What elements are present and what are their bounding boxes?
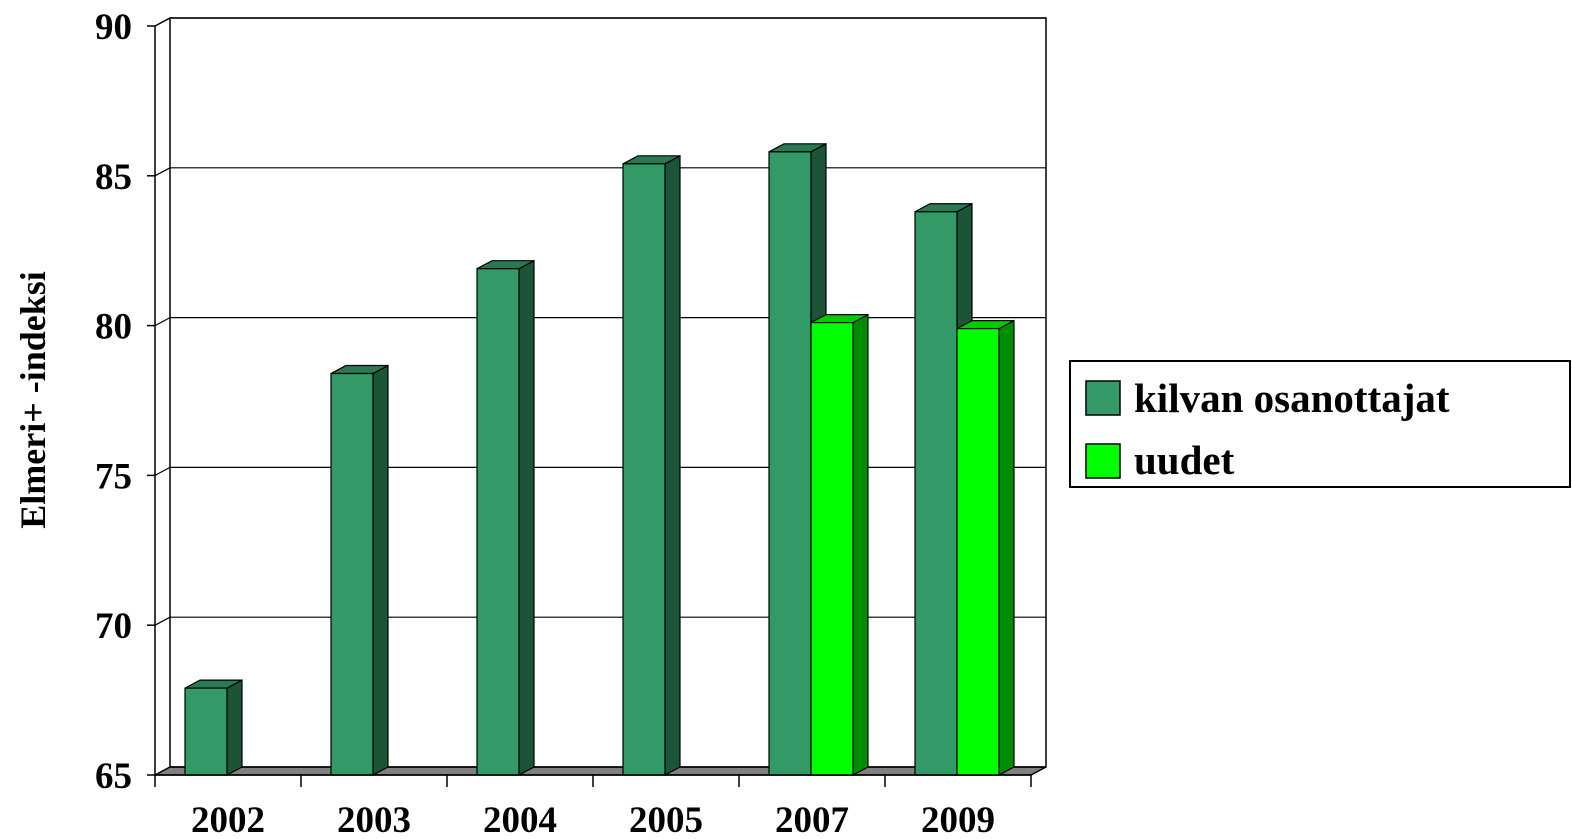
x-tick-label-2004: 2004 bbox=[483, 800, 557, 839]
x-tick-label-2007: 2007 bbox=[775, 800, 849, 839]
bar-front bbox=[330, 372, 374, 776]
bar-side bbox=[372, 364, 389, 776]
bar-kilvan-osanottajat-2002 bbox=[184, 679, 243, 776]
y-tick-label-80: 80 bbox=[95, 307, 132, 348]
bar-front bbox=[768, 151, 812, 776]
bar-front bbox=[810, 322, 854, 776]
gridline-side-70 bbox=[154, 616, 171, 626]
side-wall-edge bbox=[154, 17, 171, 27]
bars-group bbox=[184, 142, 1015, 776]
legend-box bbox=[1069, 360, 1571, 488]
bar-side bbox=[226, 679, 243, 776]
y-tick-label-65: 65 bbox=[95, 756, 132, 797]
axes-group bbox=[147, 25, 1032, 787]
y-axis-title: Elmeri+ -indeksi bbox=[13, 271, 53, 529]
legend-label-kilvan-osanottajat: kilvan osanottajat bbox=[1134, 375, 1450, 421]
bar-uudet-2007 bbox=[810, 313, 869, 776]
y-tick-label-70: 70 bbox=[95, 606, 132, 647]
x-tick-label-2002: 2002 bbox=[191, 800, 265, 839]
plot-walls bbox=[154, 17, 1047, 768]
bar-front bbox=[476, 268, 520, 776]
chart-floor bbox=[154, 766, 1047, 776]
x-tick-label-2003: 2003 bbox=[337, 800, 411, 839]
bar-front bbox=[956, 327, 1000, 776]
gridline-side-75 bbox=[154, 466, 171, 476]
legend-swatch-uudet bbox=[1085, 443, 1121, 479]
bar-side bbox=[852, 313, 869, 776]
bar-side bbox=[998, 319, 1015, 776]
x-tick-label-2005: 2005 bbox=[629, 800, 703, 839]
bar-kilvan-osanottajat-2005 bbox=[622, 154, 681, 776]
bar-kilvan-osanottajat-2004 bbox=[476, 259, 535, 776]
legend-swatch-kilvan-osanottajat bbox=[1085, 380, 1121, 416]
bar-front bbox=[914, 211, 958, 776]
legend-label-uudet: uudet bbox=[1134, 437, 1235, 483]
gridline-side-85 bbox=[154, 167, 171, 177]
floor-plane bbox=[154, 766, 1047, 776]
gridline-side-80 bbox=[154, 317, 171, 327]
y-tick-label-85: 85 bbox=[95, 157, 132, 198]
gridlines bbox=[154, 17, 1046, 626]
legend: kilvan osanottajat uudet bbox=[1069, 360, 1571, 488]
bar-front bbox=[184, 687, 228, 776]
bar-kilvan-osanottajat-2003 bbox=[330, 364, 389, 776]
back-wall bbox=[169, 17, 1047, 768]
y-tick-labels: 65 70 75 80 85 90 bbox=[95, 7, 132, 797]
bar-side bbox=[664, 154, 681, 776]
bar-front bbox=[622, 163, 666, 776]
x-tick-labels: 2002 2003 2004 2005 2007 2009 bbox=[191, 800, 995, 839]
y-tick-label-90: 90 bbox=[95, 7, 132, 48]
bar-uudet-2009 bbox=[956, 319, 1015, 776]
x-tick-label-2009: 2009 bbox=[921, 800, 995, 839]
y-tick-label-75: 75 bbox=[95, 456, 132, 497]
bar-side bbox=[518, 259, 535, 776]
